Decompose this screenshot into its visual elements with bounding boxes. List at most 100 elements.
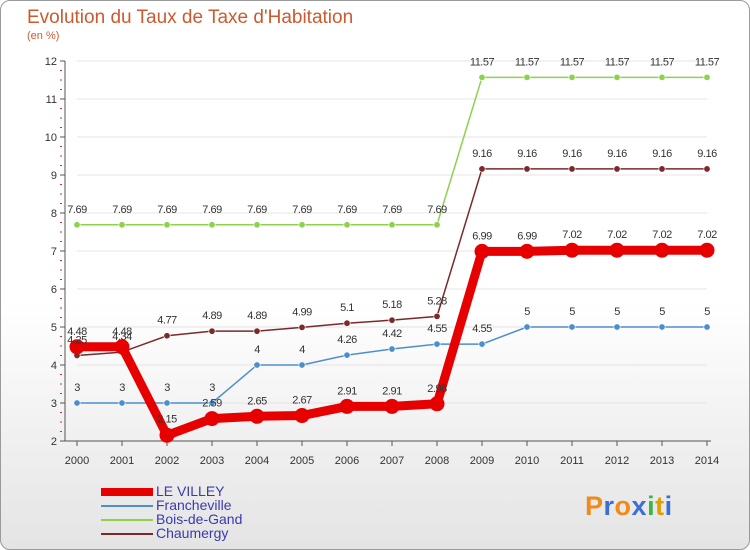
data-label: 7.02 bbox=[562, 229, 582, 241]
data-label: 7.69 bbox=[112, 204, 132, 216]
data-point bbox=[474, 243, 490, 259]
logo-letter: x bbox=[631, 491, 648, 521]
data-label: 9.16 bbox=[607, 148, 627, 160]
data-label: 2.67 bbox=[292, 395, 312, 407]
data-point bbox=[114, 339, 130, 355]
data-point bbox=[568, 73, 576, 81]
data-label: 9.16 bbox=[697, 148, 717, 160]
data-point bbox=[208, 327, 216, 335]
data-label: 4.89 bbox=[202, 310, 222, 322]
legend-label: Francheville bbox=[156, 497, 232, 513]
data-label: 7.69 bbox=[67, 204, 87, 216]
y-tick-label: 2 bbox=[51, 436, 57, 448]
data-point bbox=[163, 332, 171, 340]
data-label: 5.18 bbox=[382, 299, 402, 311]
x-tick-label: 2009 bbox=[470, 455, 494, 467]
data-label: 4 bbox=[254, 344, 260, 356]
data-label: 5 bbox=[614, 306, 620, 318]
data-label: 7.69 bbox=[247, 204, 267, 216]
y-tick-label: 8 bbox=[51, 208, 57, 220]
legend-label: Bois-de-Gand bbox=[156, 511, 243, 527]
data-label: 7.69 bbox=[202, 204, 222, 216]
x-tick-label: 2008 bbox=[425, 455, 449, 467]
data-label: 3 bbox=[164, 382, 170, 394]
data-point bbox=[159, 427, 175, 443]
data-label: 4.48 bbox=[112, 326, 132, 338]
data-point bbox=[298, 221, 306, 229]
data-point bbox=[253, 361, 261, 369]
data-point bbox=[699, 242, 715, 258]
logo-letter: o bbox=[614, 491, 632, 521]
data-point bbox=[69, 339, 85, 355]
logo-letter: i bbox=[647, 491, 656, 521]
series-le-villey bbox=[69, 242, 715, 443]
data-point bbox=[388, 316, 396, 324]
logo-letter: r bbox=[603, 491, 615, 521]
data-point bbox=[658, 165, 666, 173]
legend-swatch-francheville bbox=[101, 505, 153, 507]
data-point bbox=[429, 396, 445, 412]
data-label: 4.55 bbox=[472, 323, 492, 335]
x-tick-label: 2005 bbox=[290, 455, 314, 467]
data-label: 11.57 bbox=[470, 56, 495, 68]
data-point bbox=[343, 319, 351, 327]
data-label: 2.59 bbox=[202, 398, 222, 410]
data-point bbox=[564, 242, 580, 258]
data-label: 7.69 bbox=[337, 204, 357, 216]
data-label: 5.1 bbox=[340, 302, 354, 314]
data-label: 4.77 bbox=[157, 315, 177, 327]
data-label: 2.65 bbox=[247, 395, 267, 407]
data-point bbox=[118, 221, 126, 229]
data-label: 4.34 bbox=[112, 331, 132, 343]
legend-label: Chaumergy bbox=[156, 525, 229, 541]
data-point bbox=[298, 323, 306, 331]
data-label: 5 bbox=[704, 306, 710, 318]
data-label: 5.28 bbox=[427, 295, 447, 307]
data-point bbox=[339, 398, 355, 414]
data-label: 6.99 bbox=[517, 230, 537, 242]
data-point bbox=[253, 327, 261, 335]
legend-swatch-bois-de-gand bbox=[101, 519, 153, 521]
data-point bbox=[654, 242, 670, 258]
data-label: 4.89 bbox=[247, 310, 267, 322]
x-tick-label: 2001 bbox=[110, 455, 134, 467]
data-label: 7.69 bbox=[382, 204, 402, 216]
data-point bbox=[568, 323, 576, 331]
x-tick-label: 2002 bbox=[155, 455, 179, 467]
data-label: 11.57 bbox=[695, 56, 720, 68]
data-point bbox=[73, 221, 81, 229]
data-label: 11.57 bbox=[605, 56, 630, 68]
data-label: 3 bbox=[209, 382, 215, 394]
data-label: 7.02 bbox=[652, 229, 672, 241]
data-label: 4.25 bbox=[67, 335, 87, 347]
x-tick-label: 2003 bbox=[200, 455, 224, 467]
logo-letter: t bbox=[655, 491, 665, 521]
data-point bbox=[703, 323, 711, 331]
y-tick-label: 10 bbox=[45, 132, 57, 144]
y-tick-label: 6 bbox=[51, 284, 57, 296]
legend-label: LE VILLEY bbox=[156, 483, 225, 499]
data-point bbox=[343, 351, 351, 359]
data-point bbox=[703, 73, 711, 81]
data-label: 9.16 bbox=[517, 148, 537, 160]
x-tick-label: 2000 bbox=[65, 455, 89, 467]
legend-swatch-le-villey bbox=[101, 488, 153, 496]
data-label: 5 bbox=[659, 306, 665, 318]
data-label: 7.69 bbox=[292, 204, 312, 216]
data-label: 3 bbox=[119, 382, 125, 394]
data-point bbox=[118, 399, 126, 407]
data-point bbox=[208, 399, 216, 407]
x-tick-label: 2011 bbox=[560, 455, 584, 467]
y-tick-label: 7 bbox=[51, 246, 57, 258]
legend-swatch-chaumergy bbox=[101, 533, 153, 535]
data-point bbox=[433, 312, 441, 320]
data-point bbox=[568, 165, 576, 173]
data-label: 5 bbox=[524, 306, 530, 318]
data-point bbox=[163, 399, 171, 407]
data-label: 2.98 bbox=[427, 383, 447, 395]
data-label: 4.42 bbox=[382, 328, 402, 340]
series-bois-de-gand bbox=[73, 73, 711, 229]
y-tick-label: 11 bbox=[46, 94, 57, 106]
y-axis-unit-label: (en %) bbox=[27, 30, 60, 42]
